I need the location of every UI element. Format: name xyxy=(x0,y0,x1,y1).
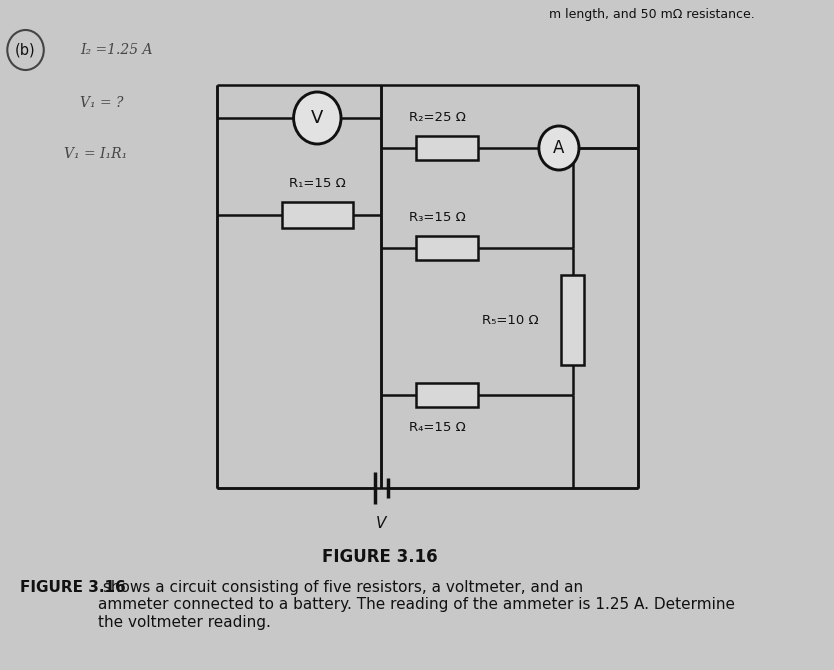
Text: V: V xyxy=(311,109,324,127)
Text: V: V xyxy=(376,515,386,531)
Circle shape xyxy=(294,92,341,144)
Text: R₃=15 Ω: R₃=15 Ω xyxy=(409,211,466,224)
Text: (b): (b) xyxy=(15,42,36,58)
Text: R₁=15 Ω: R₁=15 Ω xyxy=(289,177,345,190)
Text: R₅=10 Ω: R₅=10 Ω xyxy=(482,314,539,326)
Bar xyxy=(416,383,478,407)
Text: A: A xyxy=(553,139,565,157)
Text: R₂=25 Ω: R₂=25 Ω xyxy=(409,111,466,124)
Text: V₁ = I₁R₁: V₁ = I₁R₁ xyxy=(64,147,127,161)
Text: R₄=15 Ω: R₄=15 Ω xyxy=(409,421,466,434)
Circle shape xyxy=(539,126,579,170)
Text: shows a circuit consisting of five resistors, a voltmeter, and an
ammeter connec: shows a circuit consisting of five resis… xyxy=(98,580,735,630)
Text: V₁ = ?: V₁ = ? xyxy=(80,96,123,110)
Bar xyxy=(416,136,478,160)
Bar xyxy=(416,236,478,260)
Text: I₂ =1.25 A: I₂ =1.25 A xyxy=(80,43,153,57)
Circle shape xyxy=(8,30,43,70)
Text: FIGURE 3.16: FIGURE 3.16 xyxy=(323,548,438,566)
Text: FIGURE 3.16: FIGURE 3.16 xyxy=(20,580,126,595)
Bar xyxy=(560,275,585,365)
Bar xyxy=(282,202,353,228)
Text: m length, and 50 mΩ resistance.: m length, and 50 mΩ resistance. xyxy=(550,8,755,21)
